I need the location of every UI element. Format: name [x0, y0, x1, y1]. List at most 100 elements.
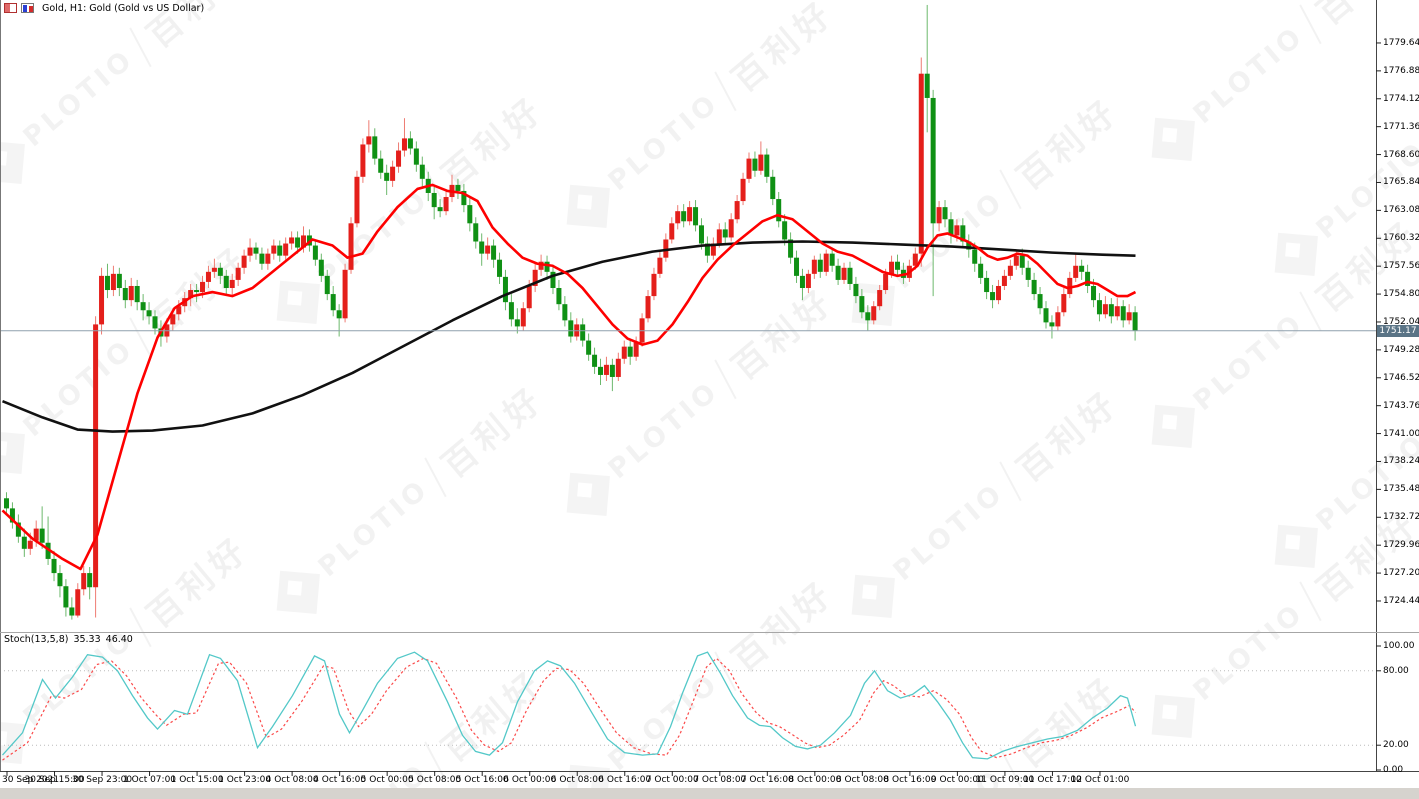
candle-bull — [918, 73, 924, 254]
candle-bull — [936, 207, 942, 224]
candle-bull — [235, 267, 241, 280]
candle-bear — [57, 573, 63, 587]
candle-bear — [39, 528, 45, 543]
candle-bear — [782, 221, 788, 240]
candle-bull — [271, 245, 277, 254]
candle-bull — [265, 253, 271, 264]
candle-bull — [995, 285, 1001, 301]
candle-bear — [704, 243, 710, 256]
time-axis-label: 30 Sep 15:00 — [24, 775, 85, 785]
slow-ma-line — [2, 240, 1136, 433]
candle-bear — [223, 275, 229, 289]
candle-bear — [1120, 306, 1126, 321]
candle-bear — [627, 346, 633, 357]
candle-bear — [550, 271, 556, 289]
candle-bear — [847, 267, 853, 284]
time-axis-label: 6 Oct 08:00 — [550, 775, 604, 785]
price-axis-label: 1754.80 — [1383, 289, 1419, 300]
candle-bull — [728, 219, 734, 238]
candle-bull — [390, 166, 396, 181]
candle-bull — [746, 158, 752, 179]
candle-bear — [15, 522, 21, 537]
candle-bear — [722, 229, 728, 238]
bar-chart-icon[interactable] — [21, 3, 34, 13]
candle-bull — [33, 528, 39, 541]
candle-bear — [562, 304, 568, 321]
candle-bear — [598, 366, 603, 375]
candle-bull — [663, 239, 669, 258]
price-axis-label: 1727.20 — [1383, 568, 1419, 579]
time-axis-label: 5 Oct 08:00 — [408, 775, 462, 785]
stoch-axis-label: 80.00 — [1383, 665, 1409, 676]
candle-bear — [9, 508, 15, 523]
candle-bear — [1049, 322, 1055, 327]
candle-bull — [1001, 275, 1007, 286]
candle-bull — [740, 178, 746, 202]
price-axis-label: 1732.72 — [1383, 512, 1419, 523]
candle-bear — [556, 288, 562, 305]
price-axis-label: 1757.56 — [1383, 261, 1419, 272]
candle-bear — [1085, 271, 1091, 286]
candle-bear — [461, 190, 467, 206]
time-axis-label: 8 Oct 00:00 — [788, 775, 842, 785]
candle-bear — [1132, 312, 1138, 331]
candle-bull — [1073, 265, 1079, 278]
candle-bear — [253, 247, 259, 254]
candle-bull — [823, 253, 829, 272]
candle-bull — [301, 235, 306, 248]
candle-bull — [716, 229, 722, 244]
candle-bull — [734, 201, 740, 220]
candle-bear — [924, 73, 930, 98]
candle-bear — [853, 283, 859, 297]
candle-bear — [413, 148, 419, 165]
price-axis-label: 1735.48 — [1383, 484, 1419, 495]
candle-bear — [1037, 294, 1043, 309]
candle-bear — [984, 277, 990, 293]
candle-bear — [698, 225, 704, 244]
candle-bull — [710, 243, 716, 256]
candle-bear — [336, 310, 342, 319]
candle-bull — [532, 269, 538, 286]
stoch-k-line — [2, 651, 1137, 760]
time-axis-label: 1 Oct 15:00 — [170, 775, 224, 785]
candle-bear — [312, 245, 318, 260]
candle-bull — [669, 223, 675, 240]
candle-bear — [972, 249, 978, 264]
candle-bear — [45, 542, 51, 559]
time-axis-label: 7 Oct 00:00 — [645, 775, 699, 785]
candle-bear — [217, 267, 223, 276]
candle-bear — [378, 158, 384, 173]
time-axis-label: 12 Oct 01:00 — [1070, 775, 1130, 785]
candle-bull — [211, 267, 217, 272]
price-axis-label: 1741.00 — [1383, 428, 1419, 439]
price-axis-label: 1771.36 — [1383, 121, 1419, 132]
candle-bear — [568, 320, 574, 337]
candle-bear — [514, 319, 520, 327]
candle-bull — [889, 261, 895, 274]
candle-bear — [437, 207, 443, 212]
candle-bull — [93, 324, 99, 588]
chart-window-icon[interactable] — [4, 3, 17, 13]
candle-bear — [1019, 255, 1025, 268]
candle-bull — [200, 281, 206, 293]
stochastic-name: Stoch(13,5,8) — [4, 634, 69, 645]
candle-bull — [1067, 277, 1073, 295]
time-axis-label: 6 Oct 16:00 — [598, 775, 652, 785]
candle-bear — [419, 164, 425, 179]
candle-bear — [384, 172, 390, 181]
candle-bull — [354, 176, 360, 224]
candle-bear — [948, 219, 954, 236]
candle-bull — [81, 573, 87, 590]
candle-bull — [1007, 265, 1013, 276]
candle-bear — [859, 296, 865, 313]
candle-bear — [770, 176, 776, 200]
candle-bull — [883, 273, 889, 291]
candle-bear — [693, 207, 699, 226]
candle-bull — [877, 290, 883, 307]
price-axis-label: 1760.32 — [1383, 233, 1419, 244]
price-axis-label: 1763.08 — [1383, 205, 1419, 216]
price-axis-label: 1774.12 — [1383, 93, 1419, 104]
candle-bear — [835, 265, 841, 280]
